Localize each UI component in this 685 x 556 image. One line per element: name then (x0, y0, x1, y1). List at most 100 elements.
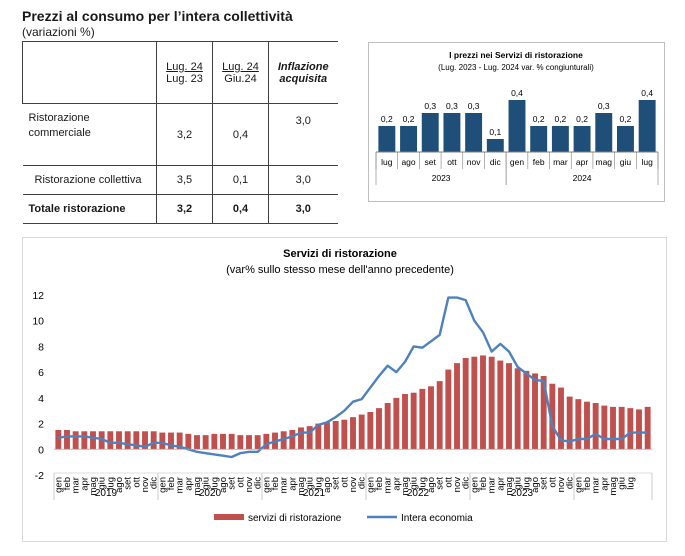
y-tick-label: 6 (38, 367, 44, 379)
bar (142, 431, 148, 450)
legend-label: servizi di ristorazione (248, 513, 342, 524)
table-cell: 0,4 (212, 103, 269, 166)
table-header-line1: Lug. 24 (222, 60, 259, 73)
data-label: 0,3 (468, 101, 480, 111)
x-tick-label: feb (166, 477, 177, 490)
bar (315, 423, 322, 450)
tick-label: gen (510, 157, 524, 167)
x-tick-label: apr (599, 477, 610, 491)
bar (228, 433, 235, 450)
row-label: Ristorazione commerciale (23, 104, 157, 166)
bar (530, 126, 548, 152)
x-tick-label: ott (235, 477, 246, 488)
y-tick-label: 4 (38, 393, 44, 405)
table-header-line1: Lug. 24 (166, 60, 203, 73)
year-label: 2022 (407, 488, 430, 499)
legend-label: Intera economia (401, 513, 473, 524)
bar (150, 431, 157, 450)
table-header-cell: Lug. 24 Lug. 23 (156, 41, 213, 104)
bar (638, 100, 656, 152)
bar (341, 419, 348, 450)
bar (185, 433, 192, 450)
tick-label: ago (401, 157, 415, 167)
bar (486, 139, 504, 152)
table-header-line2: Lug. 23 (166, 72, 203, 85)
bar (506, 363, 512, 450)
bar (220, 433, 226, 450)
table-header-empty (22, 41, 157, 104)
x-tick-label: feb (374, 477, 385, 490)
monthly-prices-chart: I prezzi nei Servizi di ristorazione (Lu… (368, 42, 665, 202)
bar (575, 399, 582, 450)
year-label: 2021 (303, 488, 326, 499)
table-cell: 3,0 (268, 165, 338, 195)
annual-change-chart: Servizi di ristorazione (var% sullo stes… (22, 237, 667, 542)
chart-legend: servizi di ristorazione Intera economia (214, 513, 473, 524)
bar (610, 406, 616, 450)
table-header-line2: acquisita (279, 72, 328, 85)
table-cell: 3,5 (156, 165, 213, 195)
x-tick-label: lug (209, 477, 220, 490)
x-tick-label: mar (71, 477, 82, 493)
x-tick-label: ago (218, 477, 229, 493)
year-label: 2023 (432, 173, 451, 183)
bar (367, 412, 374, 450)
bar (558, 387, 564, 450)
bar (107, 431, 114, 450)
x-tick-label: mar (383, 477, 394, 493)
y-tick-label: 2 (38, 419, 44, 431)
tick-label: nov (467, 157, 481, 167)
bar (644, 406, 651, 450)
bar (246, 435, 252, 450)
bar (584, 401, 590, 450)
x-tick-label: mar (487, 477, 498, 493)
bar (358, 414, 365, 450)
row-label-line2: commerciale (28, 127, 91, 139)
tick-label: feb (533, 157, 545, 167)
year-label: 2023 (511, 488, 534, 499)
bar (159, 432, 166, 450)
y-tick-label: 0 (38, 444, 44, 456)
x-tick-label: gen (53, 477, 64, 493)
row-label: Totale ristorazione (22, 194, 157, 224)
x-tick-label: nov (244, 477, 255, 493)
bar (428, 386, 434, 450)
x-tick-label: ott (443, 477, 454, 488)
x-tick-label: gen (365, 477, 376, 493)
x-tick-label: giu (409, 477, 420, 490)
series-line (58, 296, 648, 459)
x-tick-label: ago (114, 477, 125, 493)
x-tick-label: feb (270, 477, 281, 490)
bar (116, 431, 122, 450)
x-tick-label: lug (417, 477, 428, 490)
bar (211, 433, 218, 450)
legend-swatch-bars (214, 514, 244, 520)
bar (237, 435, 244, 450)
bar (462, 358, 469, 450)
x-tick-label: apr (495, 477, 506, 491)
bar (194, 435, 200, 450)
x-tick-label: ago (322, 477, 333, 493)
chart-frame (22, 237, 667, 542)
x-tick-label: mag (88, 477, 99, 495)
bar (514, 368, 521, 450)
x-tick-label: dic (149, 477, 160, 489)
x-tick-label: set (435, 477, 446, 490)
bar (168, 432, 174, 450)
x-tick-label: nov (556, 477, 567, 493)
bar (471, 356, 478, 450)
bar (497, 360, 504, 450)
x-tick-label: gen (573, 477, 584, 493)
x-tick-label: giu (513, 477, 524, 490)
x-tick-label: ott (547, 477, 558, 488)
table-row: Ristorazione commerciale 3,2 0,4 3,0 (23, 103, 338, 166)
bar (400, 126, 417, 152)
x-tick-label: gen (469, 477, 480, 493)
data-label: 0,3 (424, 101, 436, 111)
x-tick-label: lug (313, 477, 324, 490)
table-header-cell: Lug. 24 Giu.24 (212, 41, 269, 104)
bar (454, 363, 460, 450)
table-header-cell: Inflazione acquisita (268, 41, 338, 104)
tick-label: mag (595, 157, 612, 167)
data-label: 0,3 (446, 101, 458, 111)
